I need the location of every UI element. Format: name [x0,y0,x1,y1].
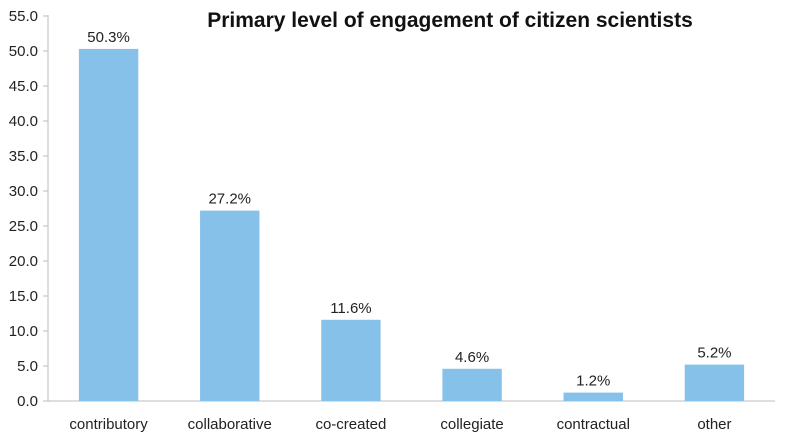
x-axis-labels: contributory collaborative co-created colle… [69,416,731,433]
y-tick-label: 0.0 [17,393,38,410]
data-label: 11.6% [330,300,371,317]
x-category-label: collegiate [440,416,503,433]
data-label: 50.3% [87,29,130,46]
data-label: 27.2% [208,191,251,208]
y-axis-ticks: 0.0 5.0 10.0 15.0 20.0 25.0 30.0 35.0 40.0 45.0 50… [9,8,48,410]
data-label: 4.6% [455,349,489,366]
y-tick-label: 25.0 [9,218,38,235]
y-tick-label: 30.0 [9,183,38,200]
bar-contributory [78,48,139,402]
x-category-label: co-created [315,416,386,433]
y-tick-label: 10.0 [9,323,38,340]
y-tick-label: 40.0 [9,113,38,130]
bar-co-created [321,319,381,401]
x-category-label: contractual [557,416,630,433]
y-tick-label: 5.0 [17,358,38,375]
x-category-label: collaborative [188,416,272,433]
chart-title: Primary level of engagement of citizen s… [207,9,693,32]
bar-collegiate [442,368,502,401]
y-tick-label: 55.0 [9,8,38,25]
y-tick-label: 35.0 [9,148,38,165]
data-label: 1.2% [576,373,610,390]
y-tick-label: 45.0 [9,78,38,95]
x-category-label: contributory [69,416,148,433]
x-category-label: other [697,416,731,433]
bar-collaborative [200,210,260,401]
y-tick-label: 15.0 [9,288,38,305]
bar-other [684,364,745,401]
bars [78,48,745,402]
y-tick-label: 50.0 [9,43,38,60]
y-tick-label: 20.0 [9,253,38,270]
data-labels: 50.3% 27.2% 11.6% 4.6% 1.2% 5.2% [87,29,731,390]
bar-contractual [563,392,623,401]
data-label: 5.2% [697,345,731,362]
